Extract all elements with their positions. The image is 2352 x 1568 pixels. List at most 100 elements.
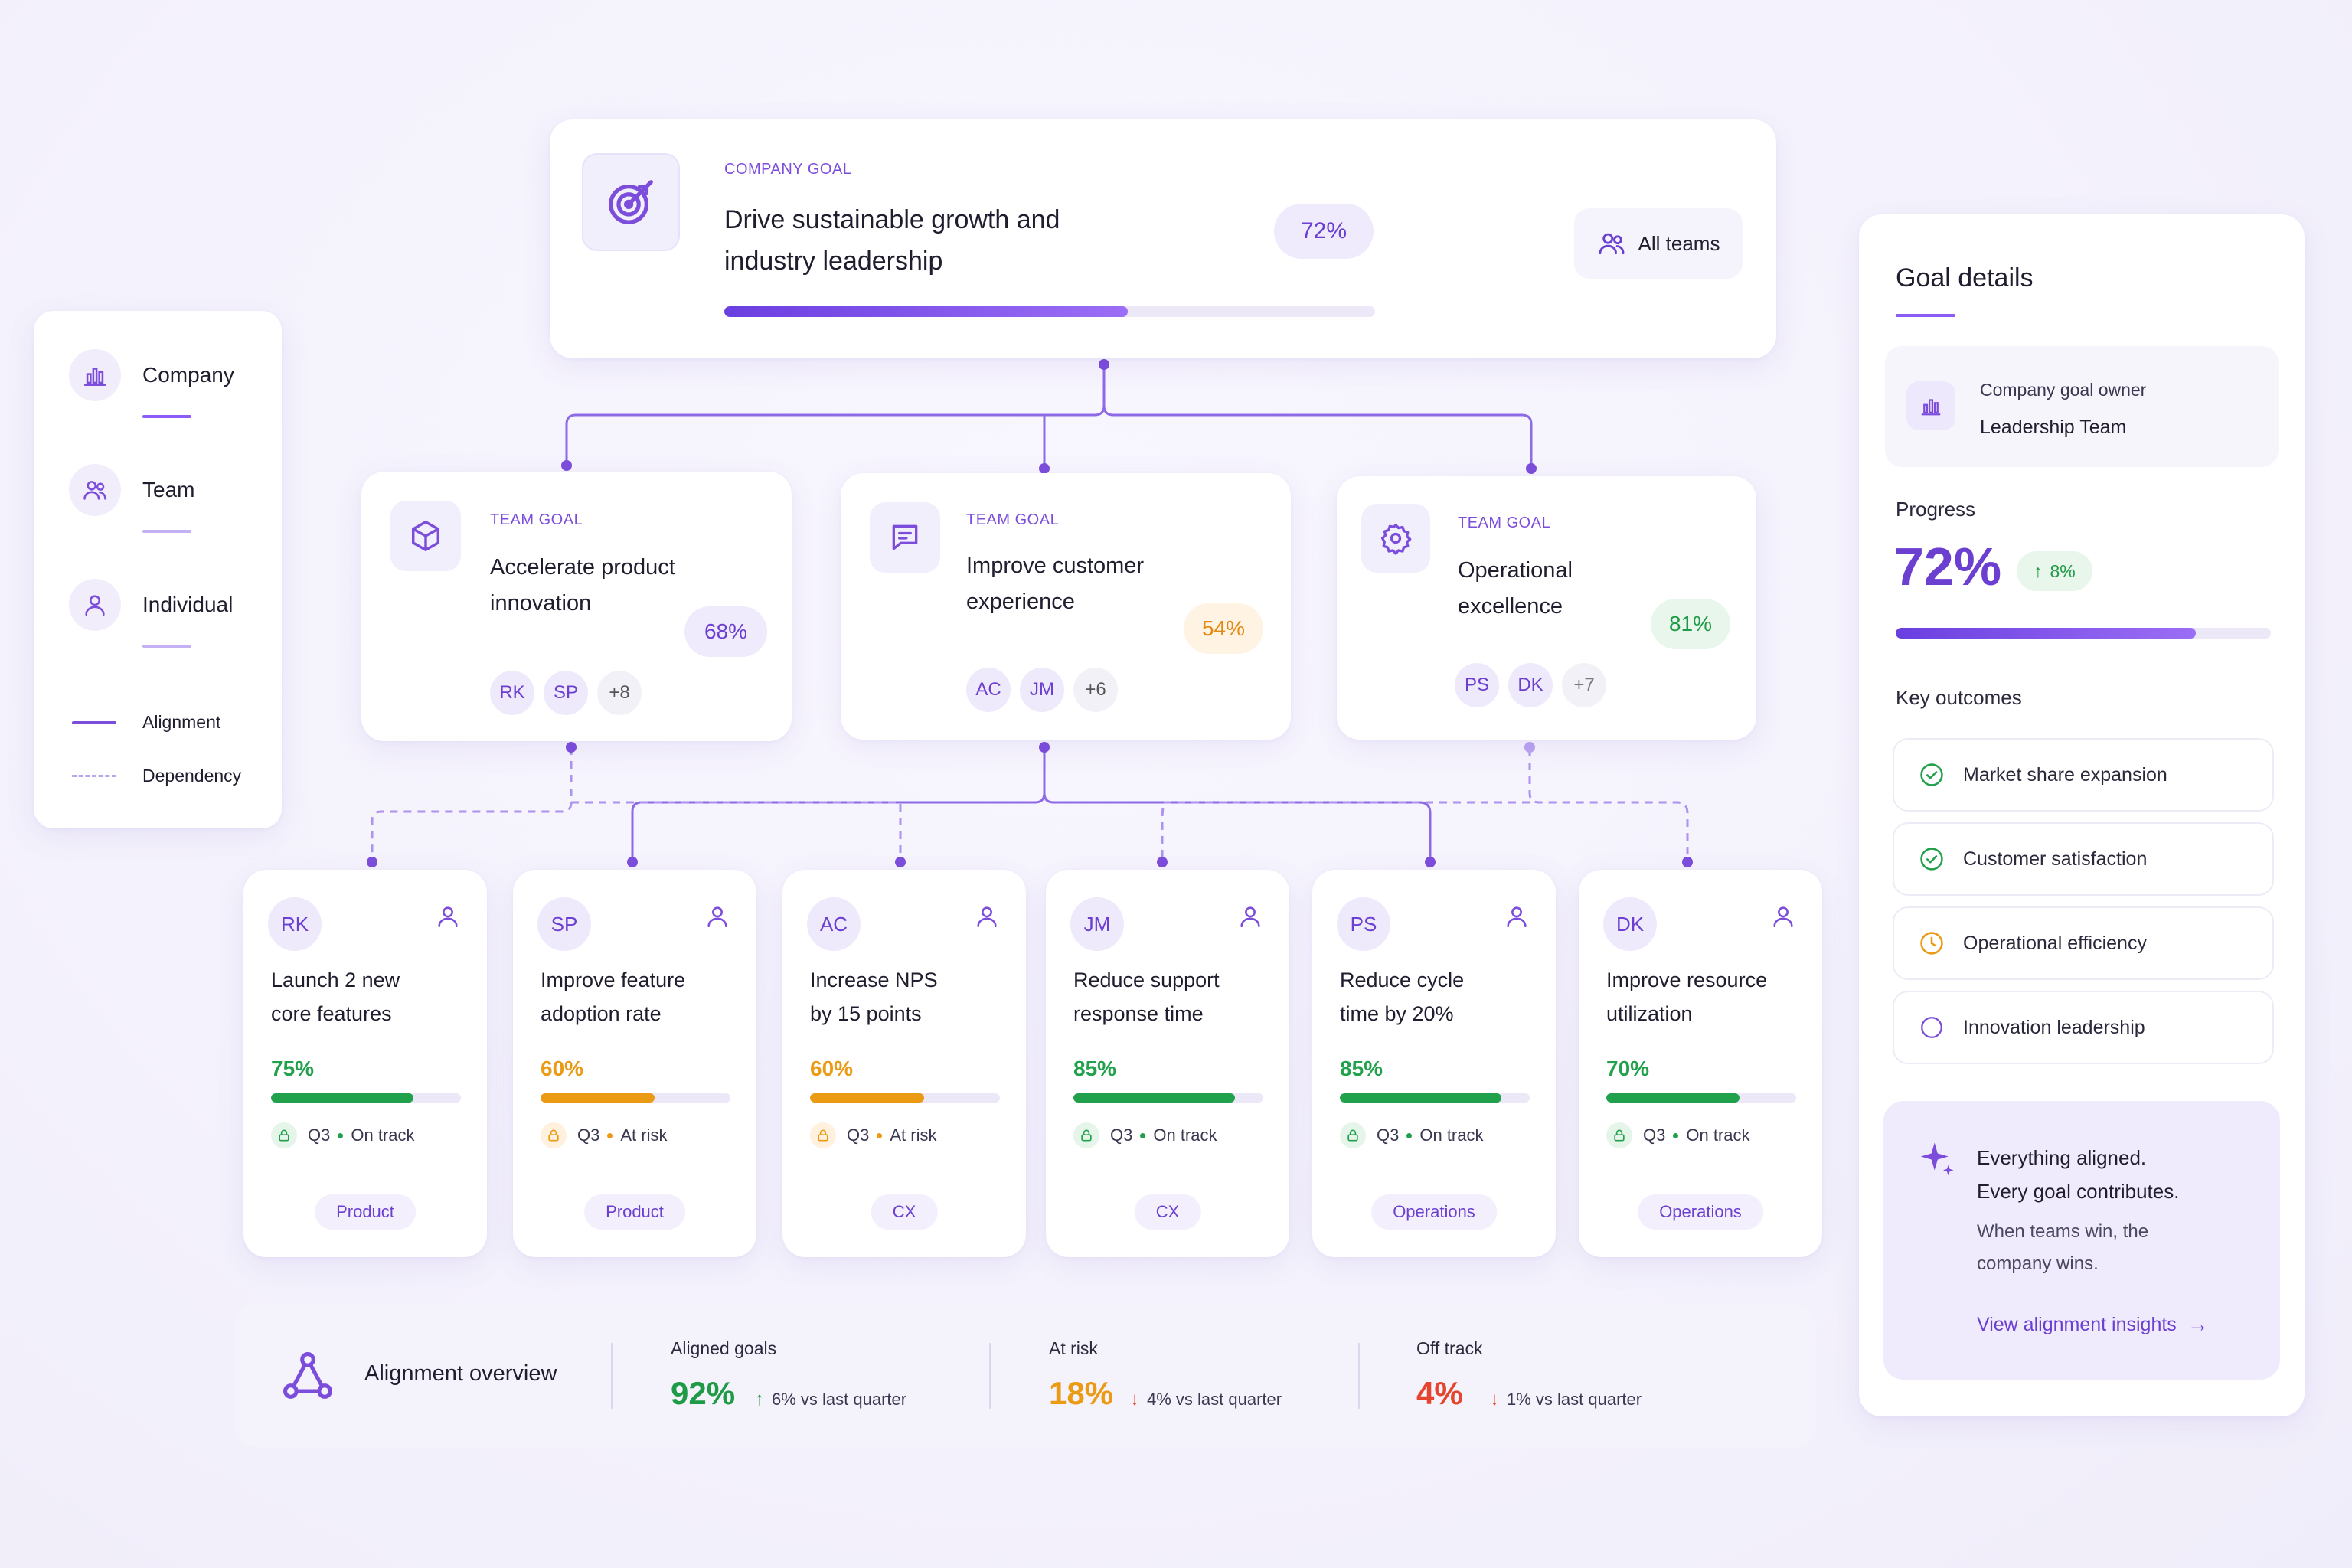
individual-goal-percent: 60% [810,1057,854,1080]
individual-goal-card[interactable]: RK Launch 2 new core features 75% Q3 On track… [243,870,487,1257]
gear-icon [1361,504,1430,573]
all-teams-label: All teams [1638,231,1720,255]
individual-goal-title-line1: Improve feature [541,969,686,991]
individual-goal-percent: 60% [541,1057,584,1080]
team-goal-card-product[interactable]: TEAM GOAL Accelerate product innovation … [361,472,792,741]
team-tag[interactable]: CX [1134,1194,1201,1230]
team-tag[interactable]: Product [315,1194,416,1230]
avatar-more[interactable]: +8 [597,671,642,715]
legend-company[interactable]: Company [69,349,234,401]
view-alignment-insights-link[interactable]: View alignment insights → [1977,1312,2209,1337]
alignment-overview-panel: Alignment overview Aligned goals 92% ↑ 6… [234,1305,1816,1447]
avatar-more[interactable]: +6 [1073,668,1118,712]
avatar[interactable]: JM [1020,668,1064,712]
avatar[interactable]: AC [807,897,861,951]
details-progress-bar [1896,628,2271,639]
individual-goal-card[interactable]: JM Reduce support response time 85% Q3 On tra… [1046,870,1289,1257]
team-goal-title-line1: Operational [1458,558,1573,583]
progress-delta-text: 8% [2050,560,2076,581]
status-dot [607,1132,613,1138]
individual-goal-progress-bar [1073,1093,1263,1102]
legend-individual[interactable]: Individual [69,579,233,631]
key-outcome-item[interactable]: Market share expansion [1893,738,2274,812]
individual-goal-status: Q3 On track [1606,1122,1750,1148]
individual-goal-title-line1: Reduce support [1073,969,1220,991]
all-teams-button[interactable]: All teams [1574,208,1743,279]
avatar[interactable]: AC [966,668,1011,712]
individual-goal-title: Improve resource utilization [1606,963,1798,1031]
key-outcome-item[interactable]: Customer satisfaction [1893,822,2274,896]
legend-team[interactable]: Team [69,464,194,516]
status-text: On track [1153,1125,1217,1145]
team-tag[interactable]: CX [871,1194,938,1230]
individual-goal-title: Launch 2 new core features [271,963,462,1031]
owner-label: Company goal owner [1980,380,2147,400]
company-goal-card[interactable]: COMPANY GOAL Drive sustainable growth an… [550,119,1776,358]
team-goal-card-customer[interactable]: TEAM GOAL Improve customer experience 54… [841,473,1291,740]
avatar[interactable]: DK [1508,663,1553,707]
user-icon [977,906,997,928]
status-text: At risk [890,1125,937,1145]
metric-delta-text: 6% vs last quarter [772,1390,907,1409]
team-goal-card-operations[interactable]: TEAM GOAL Operational excellence 81% PS … [1337,476,1756,740]
individual-goal-title: Reduce cycle time by 20% [1340,963,1531,1031]
individual-goal-status: Q3 On track [1340,1122,1484,1148]
individual-goal-title-line2: response time [1073,1002,1204,1025]
key-outcome-item[interactable]: Operational efficiency [1893,906,2274,980]
team-tag[interactable]: Product [584,1194,685,1230]
avatar[interactable]: RK [490,671,534,715]
avatar[interactable]: JM [1070,897,1124,951]
team-avatars: PS DK +7 [1455,663,1615,707]
check-circle-icon [1920,763,1943,786]
users-icon [69,464,121,516]
avatar[interactable]: RK [268,897,322,951]
company-goal-progress-pill: 72% [1274,204,1374,259]
legend-dependency-label: Dependency [142,766,242,786]
team-goal-eyebrow: TEAM GOAL [490,511,583,528]
team-tag[interactable]: Operations [1371,1194,1497,1230]
individual-goal-status: Q3 On track [1073,1122,1217,1148]
legend-team-label: Team [142,478,195,501]
user-icon [438,906,458,928]
legend-individual-label: Individual [142,593,234,616]
user-icon [1507,906,1527,928]
avatar[interactable]: PS [1455,663,1499,707]
individual-goal-card[interactable]: PS Reduce cycle time by 20% 85% Q3 On track Op… [1312,870,1556,1257]
status-dot [877,1132,883,1138]
individual-goal-status: Q3 At risk [810,1122,936,1148]
avatar[interactable]: SP [544,671,588,715]
user-icon [69,579,121,631]
individual-goal-card[interactable]: AC Increase NPS by 15 points 60% Q3 At risk CX [782,870,1026,1257]
metric-value-at-risk: 18% [1049,1375,1114,1411]
quarter-label: Q3 [847,1125,870,1145]
individual-goal-card[interactable]: SP Improve feature adoption rate 60% Q3 At ri… [513,870,756,1257]
company-goal-title-line2: industry leadership [724,247,943,276]
callout-subtitle-line1: When teams win, the [1977,1221,2149,1242]
status-text: On track [1686,1125,1750,1145]
avatar[interactable]: PS [1337,897,1390,951]
goal-details-panel: Goal details Company goal owner Leadersh… [1859,214,2305,1416]
individual-goal-card[interactable]: DK Improve resource utilization 70% Q3 On tra… [1579,870,1822,1257]
legend-company-underline [142,415,191,418]
metric-value-off-track: 4% [1416,1375,1463,1411]
avatar[interactable]: SP [537,897,591,951]
legend-individual-underline [142,645,191,648]
individual-goal-title: Increase NPS by 15 points [810,963,1001,1031]
metric-delta-text: 1% vs last quarter [1507,1390,1642,1409]
alignment-overview-title: Alignment overview [364,1361,557,1386]
quarter-label: Q3 [577,1125,600,1145]
legend-alignment-line [72,721,116,724]
individual-goal-title-line1: Launch 2 new [271,969,400,991]
bar-chart-icon [69,349,121,401]
team-tag[interactable]: Operations [1638,1194,1763,1230]
avatar-more[interactable]: +7 [1562,663,1606,707]
progress-delta-badge: ↑ 8% [2017,551,2092,591]
key-outcome-item[interactable]: Innovation leadership [1893,991,2274,1064]
check-circle-icon [1920,848,1943,871]
avatar[interactable]: DK [1603,897,1657,951]
key-outcome-label: Innovation leadership [1963,1016,2145,1038]
individual-goal-percent: 70% [1606,1057,1650,1080]
key-outcome-label: Market share expansion [1963,763,2167,786]
company-goal-title: Drive sustainable growth and industry le… [724,199,1060,282]
individual-goal-progress-bar [271,1093,461,1102]
